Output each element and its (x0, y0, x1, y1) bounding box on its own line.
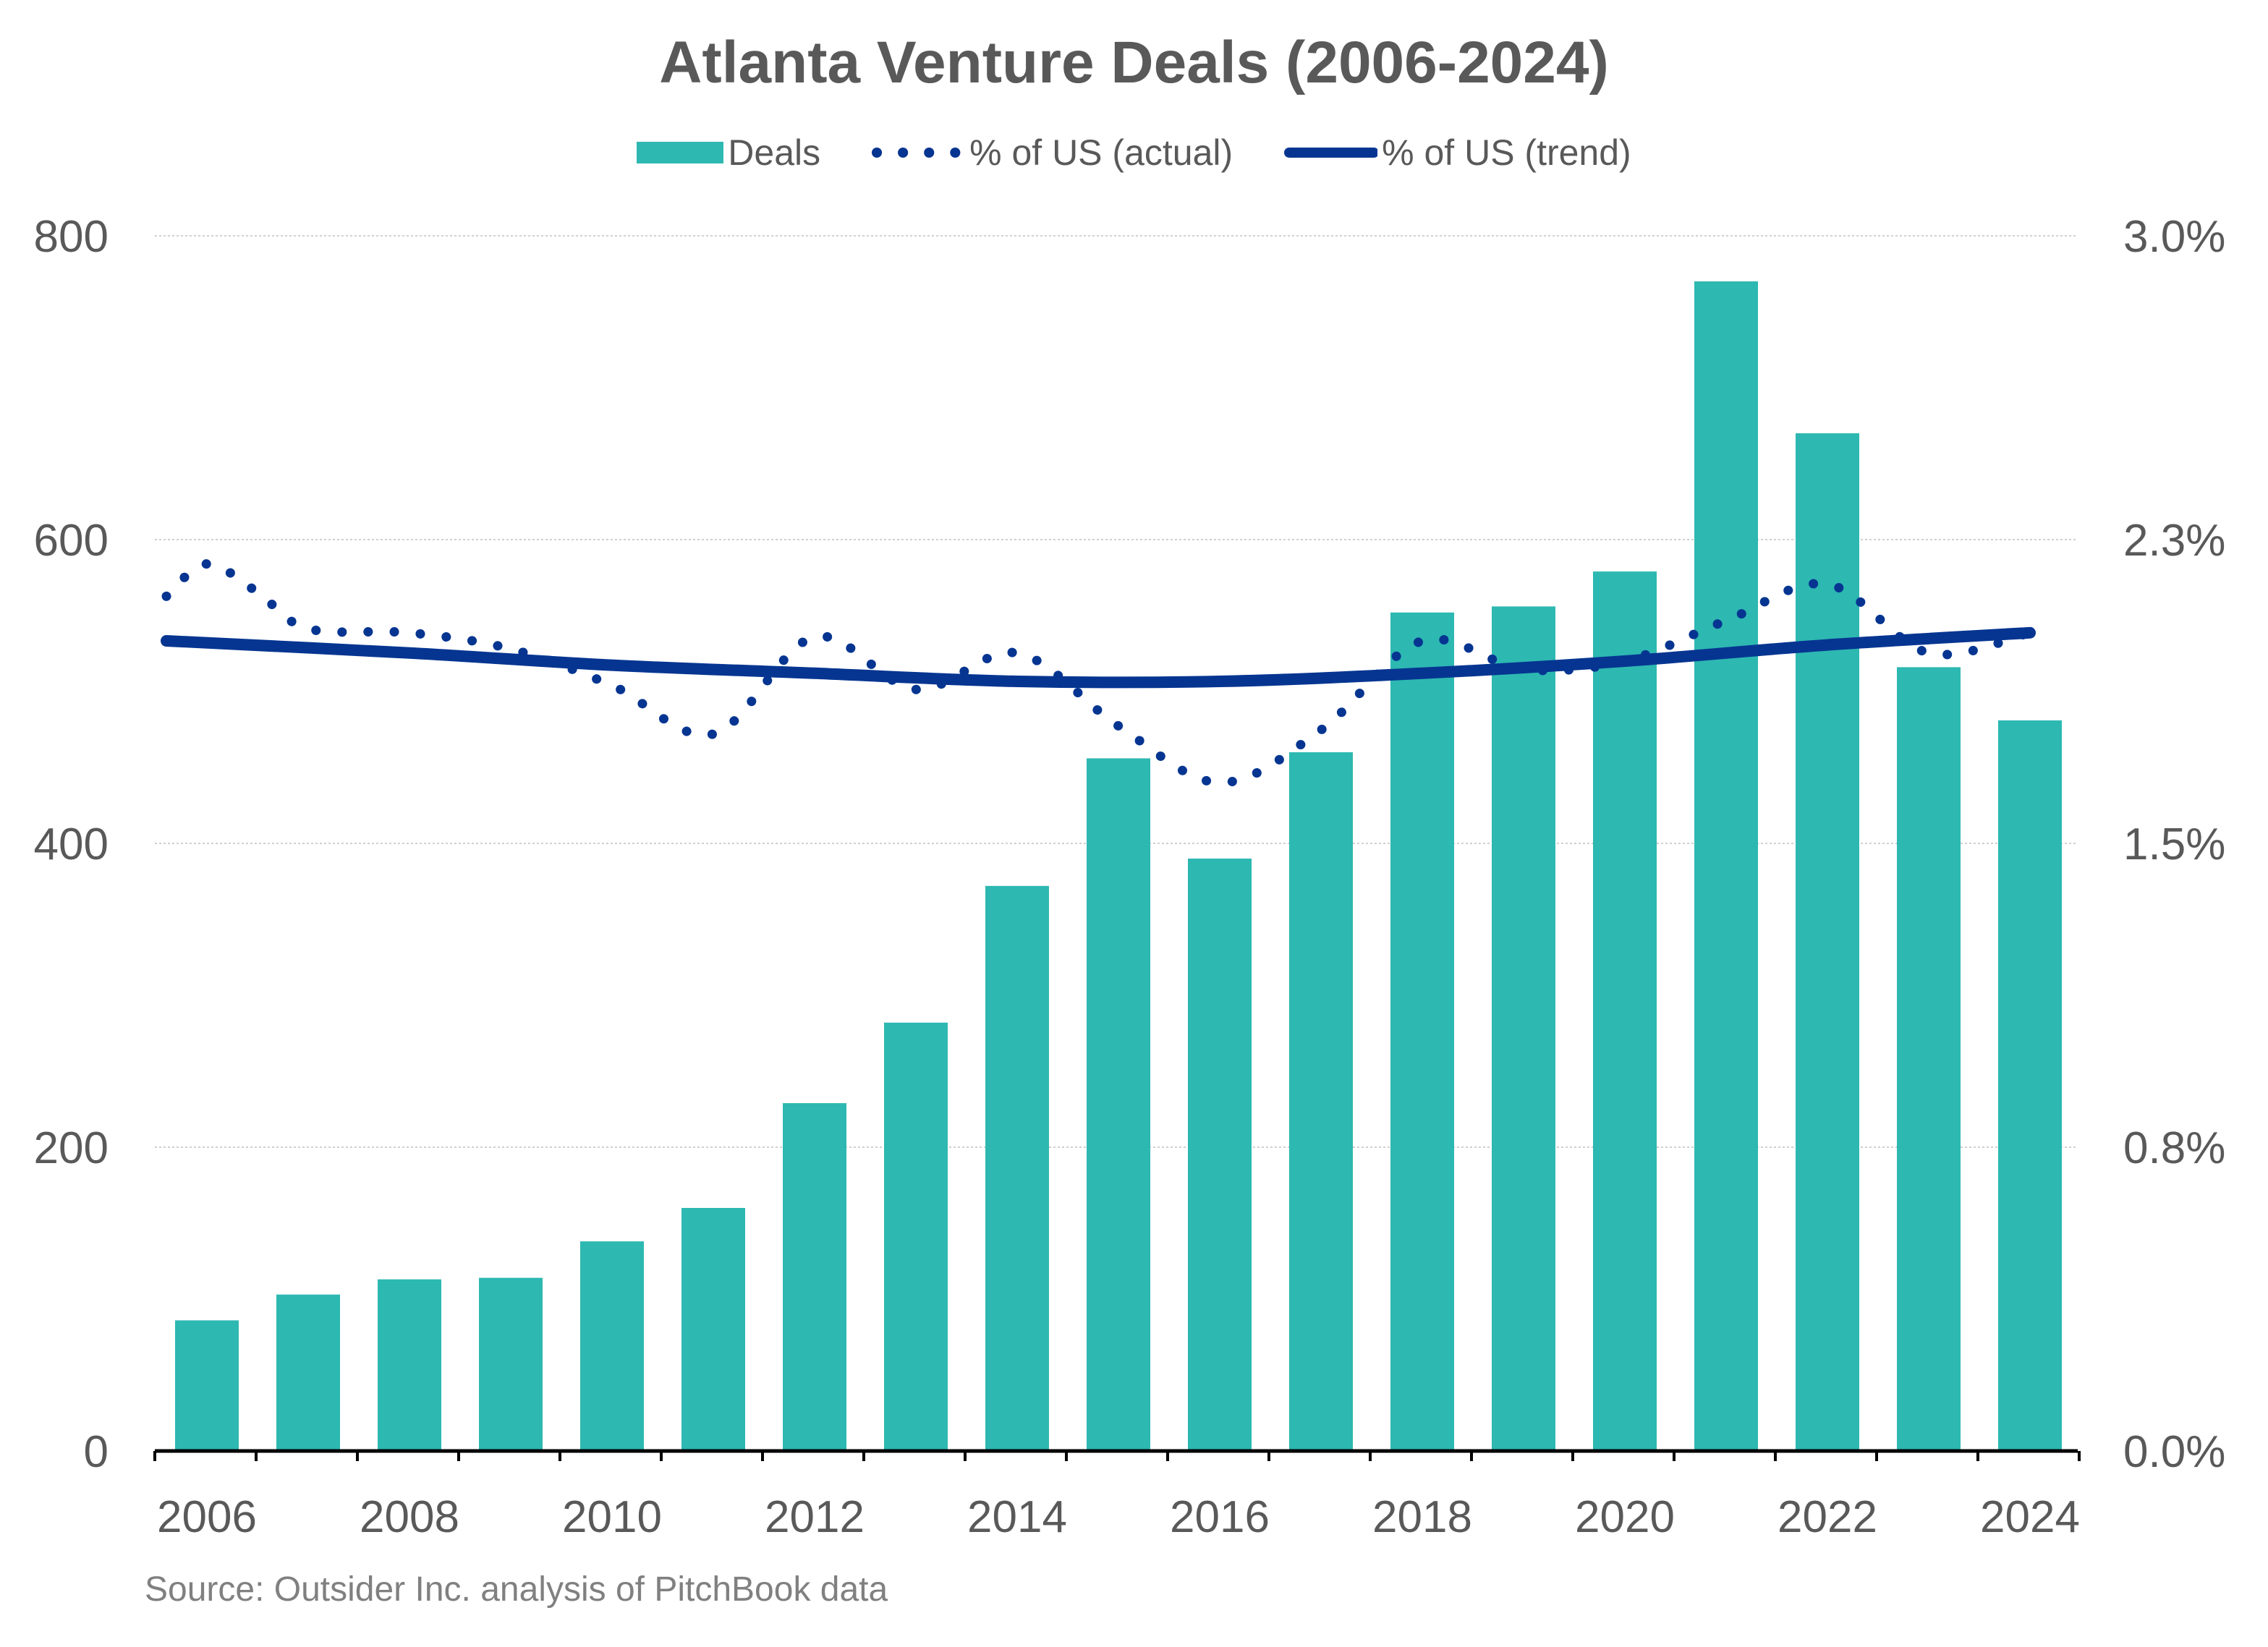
y-right-tick-label: 2.3% (2123, 516, 2225, 566)
bar-2008 (378, 1279, 441, 1451)
x-tick-label: 2024 (1980, 1492, 2080, 1542)
y-right-tick-label: 0.8% (2123, 1123, 2225, 1173)
x-tick-label: 2016 (1170, 1492, 1270, 1542)
bar-2017 (1289, 752, 1353, 1451)
bar-2024 (1998, 720, 2062, 1451)
x-tick-label: 2020 (1575, 1492, 1675, 1542)
bar-2019 (1492, 606, 1555, 1451)
legend-item-deals: Deals (637, 132, 820, 174)
bar-2007 (276, 1294, 340, 1451)
bar-2015 (1087, 758, 1150, 1451)
y-left-tick-label: 400 (34, 820, 109, 869)
x-tick-label: 2018 (1372, 1492, 1472, 1542)
y-left-tick-label: 600 (34, 516, 109, 566)
bar-2012 (783, 1103, 846, 1451)
legend-item-actual: % of US (actual) (871, 132, 1233, 174)
y-right-tick-label: 1.5% (2123, 820, 2225, 869)
x-tick-label: 2012 (765, 1492, 865, 1542)
chart-title: Atlanta Venture Deals (2006-2024) (659, 30, 1609, 95)
bar-2023 (1897, 667, 1961, 1451)
bar-2021 (1694, 281, 1758, 1451)
line-percent-trend (161, 626, 2036, 689)
legend-label: % of US (actual) (969, 132, 1233, 173)
y-left-tick-label: 800 (34, 212, 109, 262)
bar-2009 (479, 1277, 543, 1451)
bar-2016 (1188, 859, 1252, 1451)
x-tick-label: 2008 (360, 1492, 459, 1542)
legend: Deals % of US (actual) % of US (trend) (0, 132, 2268, 174)
bar-2020 (1593, 571, 1657, 1451)
x-tick-label: 2022 (1778, 1492, 1877, 1542)
y-left-tick-label: 0 (84, 1427, 109, 1477)
x-tick-label: 2010 (562, 1492, 662, 1542)
bar-2013 (884, 1022, 948, 1451)
source-note: Source: Outsider Inc. analysis of PitchB… (145, 1570, 888, 1609)
legend-label: % of US (trend) (1382, 132, 1631, 173)
y-right-tick-label: 0.0% (2123, 1427, 2225, 1477)
bar-2010 (580, 1241, 644, 1451)
legend-item-trend: % of US (trend) (1283, 132, 1631, 174)
bar-2011 (681, 1208, 745, 1451)
legend-swatch-solid (1284, 148, 1378, 158)
bar-2022 (1796, 433, 1859, 1451)
y-left-tick-label: 200 (34, 1123, 109, 1173)
legend-swatch-bar (637, 142, 724, 163)
x-tick-label: 2014 (967, 1492, 1067, 1542)
legend-label: Deals (728, 132, 821, 173)
bar-2006 (175, 1320, 239, 1451)
bar-2018 (1390, 612, 1454, 1451)
bar-2014 (985, 885, 1049, 1451)
y-right-tick-label: 3.0% (2123, 212, 2225, 262)
x-tick-label: 2006 (157, 1492, 257, 1542)
